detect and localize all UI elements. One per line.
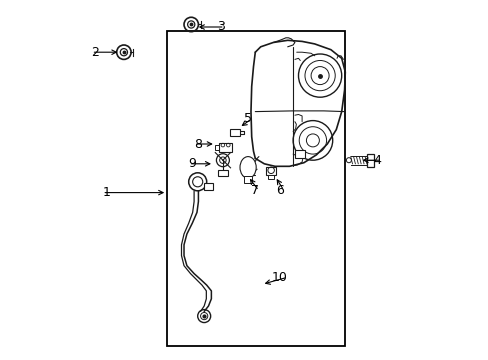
Text: 3: 3	[216, 21, 224, 33]
Text: 9: 9	[188, 157, 196, 170]
Bar	[230, 129, 240, 136]
Bar	[215, 145, 219, 150]
Bar	[219, 143, 231, 152]
Bar	[218, 170, 227, 176]
Text: 1: 1	[102, 186, 110, 199]
Bar	[265, 167, 276, 175]
Text: 10: 10	[271, 271, 287, 284]
Text: 2: 2	[91, 46, 99, 59]
Ellipse shape	[240, 157, 256, 178]
Text: 4: 4	[373, 154, 381, 167]
Bar	[294, 150, 305, 158]
Text: 6: 6	[276, 184, 284, 197]
Bar	[167, 31, 345, 346]
Text: 5: 5	[243, 112, 251, 125]
Bar	[244, 176, 252, 183]
Text: 7: 7	[250, 184, 258, 197]
Bar	[204, 183, 213, 190]
Bar	[366, 154, 373, 167]
Bar	[268, 175, 273, 179]
Text: 8: 8	[194, 138, 202, 150]
